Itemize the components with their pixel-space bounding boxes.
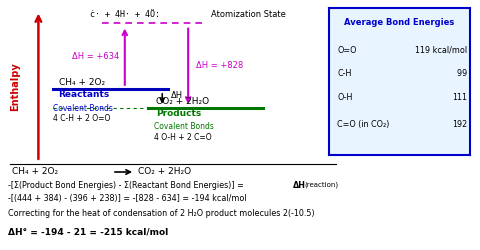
Text: CH₄ + 2O₂: CH₄ + 2O₂ (59, 78, 105, 87)
Text: O=O: O=O (337, 46, 357, 55)
Text: Correcting for the heat of condensation of 2 H₂O product molecules 2(-10.5): Correcting for the heat of condensation … (8, 208, 314, 218)
Text: 119 kcal/mol: 119 kcal/mol (416, 46, 468, 55)
Text: CH₄ + 2O₂: CH₄ + 2O₂ (12, 168, 58, 176)
Text: Average Bond Energies: Average Bond Energies (345, 18, 455, 27)
Text: 4 O-H + 2 C=O: 4 O-H + 2 C=O (154, 133, 211, 142)
Text: Products: Products (156, 109, 202, 118)
Text: 99: 99 (452, 70, 468, 78)
Text: Covalent Bonds: Covalent Bonds (154, 122, 214, 132)
Text: -[Σ(Product Bond Energies) - Σ(Reactant Bond Energies)] =: -[Σ(Product Bond Energies) - Σ(Reactant … (8, 180, 246, 190)
Text: C=O (in CO₂): C=O (in CO₂) (337, 120, 390, 128)
Text: ΔH = +634: ΔH = +634 (72, 52, 120, 61)
Text: (reaction): (reaction) (304, 182, 338, 188)
Text: Atomization State: Atomization State (211, 10, 286, 19)
Text: ΔH: ΔH (293, 180, 306, 190)
Text: Covalent Bonds: Covalent Bonds (53, 104, 113, 112)
Text: 111: 111 (453, 93, 468, 102)
Text: Reactants: Reactants (59, 90, 110, 99)
Text: Enthalpy: Enthalpy (11, 62, 20, 110)
Text: ΔH: ΔH (171, 91, 183, 100)
Text: CO₂ + 2H₂O: CO₂ + 2H₂O (156, 97, 210, 106)
Text: ċ· + 4H· + 4Ö:: ċ· + 4H· + 4Ö: (90, 10, 160, 19)
Text: CO₂ + 2H₂O: CO₂ + 2H₂O (138, 168, 191, 176)
Text: C-H: C-H (337, 70, 352, 78)
Text: 4 C-H + 2 O=O: 4 C-H + 2 O=O (53, 114, 110, 123)
Text: 192: 192 (452, 120, 468, 128)
Text: ΔH° = -194 - 21 = -215 kcal/mol: ΔH° = -194 - 21 = -215 kcal/mol (8, 228, 168, 236)
Text: -[(444 + 384) - (396 + 238)] = -[828 - 634] = -194 kcal/mol: -[(444 + 384) - (396 + 238)] = -[828 - 6… (8, 194, 247, 203)
Text: O-H: O-H (337, 93, 353, 102)
Text: ΔH = +828: ΔH = +828 (196, 61, 243, 70)
